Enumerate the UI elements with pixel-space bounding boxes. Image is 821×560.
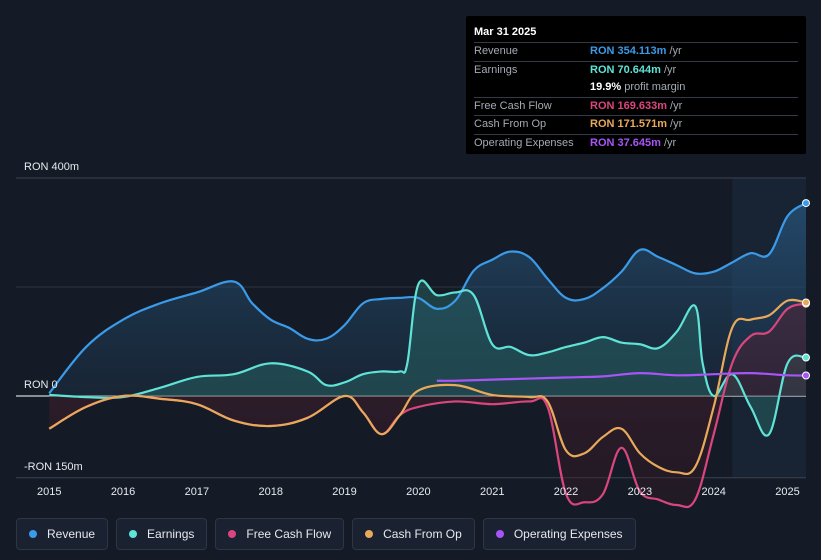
tooltip-row: Free Cash Flow RON 169.633m/yr	[474, 96, 798, 116]
x-tick-label: 2015	[37, 486, 61, 498]
x-tick-label: 2022	[554, 486, 578, 498]
legend-dot-icon	[129, 530, 138, 538]
tooltip-row-suffix: /yr	[669, 45, 682, 57]
legend-item-earnings[interactable]: Earnings	[116, 518, 208, 550]
y-axis: RON 400m RON 0 -RON 150m	[24, 161, 83, 473]
legend-item-revenue[interactable]: Revenue	[16, 518, 109, 550]
x-tick-label: 2016	[111, 486, 135, 498]
legend-label: Revenue	[47, 527, 96, 541]
legend-dot-icon	[228, 530, 237, 538]
tooltip-panel: Mar 31 2025 Revenue RON 354.113m/yr Earnin…	[466, 16, 806, 154]
y-tick-label: RON 400m	[24, 161, 79, 173]
series-lines	[48, 202, 807, 509]
tooltip-row-label: Operating Expenses	[474, 136, 574, 149]
tooltip-row-label: Cash From Op	[474, 118, 547, 130]
series-endpoints	[802, 199, 810, 380]
legend-dot-icon	[365, 530, 374, 538]
endpoint-operating-expenses	[802, 371, 810, 380]
area-revenue	[49, 203, 806, 396]
y-tick-label: -RON 150m	[24, 461, 83, 473]
legend-dot-icon	[495, 530, 504, 538]
tooltip-row-label	[474, 79, 590, 97]
tooltip-row: Cash From Op RON 171.571m/yr	[474, 115, 798, 134]
x-tick-label: 2017	[185, 486, 209, 498]
endpoint-earnings	[802, 353, 810, 362]
line-revenue	[48, 202, 807, 394]
series-areas	[49, 203, 806, 508]
x-tick-label: 2024	[701, 486, 725, 498]
x-axis: 2015 2016 2017 2018 2019 2020 2021 2022 2023 2024…	[37, 486, 800, 498]
legend-label: Operating Expenses	[513, 527, 623, 541]
endpoint-revenue	[802, 199, 810, 208]
legend-label: Earnings	[147, 527, 195, 541]
legend-dot-icon	[29, 530, 37, 538]
tooltip-row: Earnings RON 70.644m/yr	[474, 60, 798, 80]
tooltip-row-value: RON 354.113m	[590, 45, 667, 57]
legend-item-cash-from-op[interactable]: Cash From Op	[352, 518, 475, 550]
legend: Revenue Earnings Free Cash Flow Cash From O…	[16, 518, 644, 550]
tooltip-row-suffix: /yr	[663, 63, 677, 76]
tooltip-row-value: 19.9%	[590, 81, 622, 93]
x-tick-label: 2018	[258, 486, 282, 498]
x-tick-label: 2023	[628, 486, 652, 498]
y-tick-label: RON 0	[24, 379, 58, 391]
x-tick-label: 2019	[332, 486, 356, 498]
legend-label: Cash From Op	[383, 527, 462, 541]
tooltip-row: Operating Expenses RON 37.645m/yr	[474, 133, 798, 153]
tooltip-row: Revenue RON 354.113m/yr	[474, 42, 798, 61]
tooltip-date: Mar 31 2025	[474, 26, 537, 38]
tooltip-row-label: Earnings	[474, 63, 518, 76]
tooltip-rows: Revenue RON 354.113m/yr Earnings RON 70.644…	[474, 42, 798, 152]
line-cash-from-op	[48, 298, 807, 476]
line-operating-expenses	[436, 371, 807, 382]
tooltip-row-label: Revenue	[474, 45, 519, 57]
tooltip-row-suffix: /yr	[663, 136, 677, 149]
tooltip-row-suffix: profit margin	[624, 81, 686, 93]
tooltip-row-label: Free Cash Flow	[474, 99, 552, 112]
tooltip-row-value: RON 171.571m	[590, 118, 668, 130]
line-earnings	[49, 279, 807, 437]
tooltip-row-suffix: /yr	[670, 118, 683, 130]
x-tick-label: 2020	[406, 486, 430, 498]
legend-label: Free Cash Flow	[246, 527, 332, 541]
x-tick-label: 2021	[480, 486, 504, 498]
area-earnings	[49, 280, 806, 436]
legend-item-free-cash-flow[interactable]: Free Cash Flow	[215, 518, 345, 550]
legend-item-operating-expenses[interactable]: Operating Expenses	[482, 518, 636, 550]
tooltip-row: 19.9% profit margin	[474, 79, 798, 97]
tooltip-row-suffix: /yr	[670, 99, 683, 112]
endpoint-cash-from-op	[802, 298, 810, 307]
x-tick-label: 2025	[775, 486, 799, 498]
tooltip-row-value: RON 169.633m	[590, 99, 668, 112]
tooltip-row-value: RON 37.645m	[590, 136, 661, 149]
tooltip-row-value: RON 70.644m	[590, 63, 661, 76]
